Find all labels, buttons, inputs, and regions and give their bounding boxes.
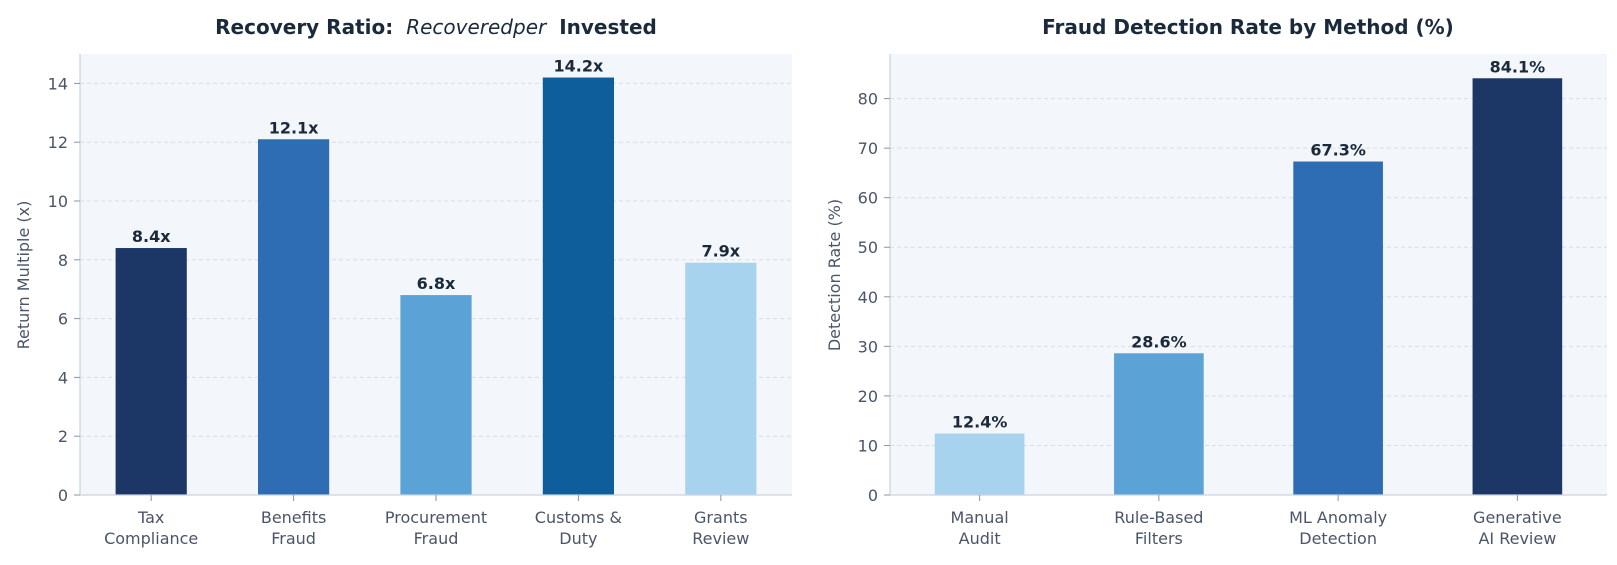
- y-tick-label: 10: [858, 436, 878, 455]
- bar: [1472, 78, 1563, 495]
- y-axis-ticks: 0 2 4 6 8 10 12 14: [48, 74, 80, 505]
- y-tick-label: 30: [858, 337, 878, 356]
- bar: [1114, 353, 1204, 495]
- x-tick-label: Rule-Based Filters: [1114, 508, 1203, 548]
- y-tick-label: 12: [48, 133, 68, 152]
- y-tick-label: 0: [58, 486, 68, 505]
- x-tick-label: Customs & Duty: [535, 508, 622, 548]
- chart-title: Fraud Detection Rate by Method (%): [1042, 15, 1454, 39]
- y-tick-label: 14: [48, 74, 68, 93]
- y-tick-label: 8: [58, 251, 68, 270]
- x-axis-ticks: Tax Compliance Benefits Fraud Procurement Fra…: [104, 495, 749, 548]
- bar: [115, 248, 187, 495]
- bar-value-label: 12.4%: [952, 413, 1008, 432]
- bar: [1293, 161, 1383, 495]
- y-tick-label: 40: [858, 288, 878, 307]
- bar-value-label: 14.2x: [554, 57, 604, 76]
- detection-rate-chart: 12.4% 28.6% 67.3% 84.1% 0 10 20 30 40 50 60 70 80 M…: [825, 15, 1607, 548]
- chart-title-suffix: Invested: [559, 15, 657, 39]
- chart-title-italic: Recoveredper: [406, 15, 548, 39]
- recovery-ratio-chart: 8.4x 12.1x 6.8x 14.2x 7.9x 0 2 4 6 8 10 12 14 Tax Co…: [14, 15, 792, 548]
- y-tick-label: 20: [858, 387, 878, 406]
- chart-title: Recovery Ratio: Recoveredper Invested: [215, 15, 657, 39]
- x-tick-label: Manual Audit: [951, 508, 1009, 548]
- y-tick-label: 2: [58, 427, 68, 446]
- y-axis-label: Detection Rate (%): [825, 199, 844, 351]
- bar-value-label: 28.6%: [1131, 332, 1187, 351]
- x-axis-ticks: Manual Audit Rule-Based Filters ML Anomaly De…: [951, 495, 1562, 548]
- chart-title-prefix: Recovery Ratio:: [215, 15, 393, 39]
- x-tick-label: Grants Review: [692, 508, 749, 548]
- y-tick-label: 50: [858, 238, 878, 257]
- axes-spines: [889, 54, 1607, 496]
- y-tick-label: 60: [858, 189, 878, 208]
- x-tick-label: Benefits Fraud: [261, 508, 327, 548]
- y-tick-label: 4: [58, 368, 68, 387]
- bar: [934, 433, 1025, 495]
- y-tick-label: 0: [868, 486, 878, 505]
- x-tick-label: Procurement Fraud: [385, 508, 487, 548]
- bar-series: 8.4x 12.1x 6.8x 14.2x 7.9x: [115, 57, 757, 496]
- y-axis-label: Return Multiple (x): [14, 201, 33, 350]
- bar-series: 12.4% 28.6% 67.3% 84.1%: [934, 57, 1563, 495]
- bar-value-label: 8.4x: [132, 227, 171, 246]
- bar-value-label: 12.1x: [269, 118, 319, 137]
- y-tick-label: 70: [858, 139, 878, 158]
- bar: [400, 295, 472, 495]
- bar: [685, 262, 757, 495]
- y-axis-ticks: 0 10 20 30 40 50 60 70 80: [858, 90, 890, 505]
- x-tick-label: ML Anomaly Detection: [1289, 508, 1387, 548]
- x-tick-label: Generative AI Review: [1473, 508, 1562, 548]
- y-tick-label: 6: [58, 310, 68, 329]
- bar: [542, 77, 614, 496]
- x-tick-label: Tax Compliance: [104, 508, 198, 548]
- y-tick-label: 80: [858, 90, 878, 109]
- bar: [258, 139, 330, 495]
- bar-value-label: 7.9x: [701, 242, 740, 261]
- bar-value-label: 84.1%: [1490, 57, 1546, 76]
- bar-value-label: 6.8x: [417, 274, 456, 293]
- y-tick-label: 10: [48, 192, 68, 211]
- bar-value-label: 67.3%: [1310, 141, 1366, 160]
